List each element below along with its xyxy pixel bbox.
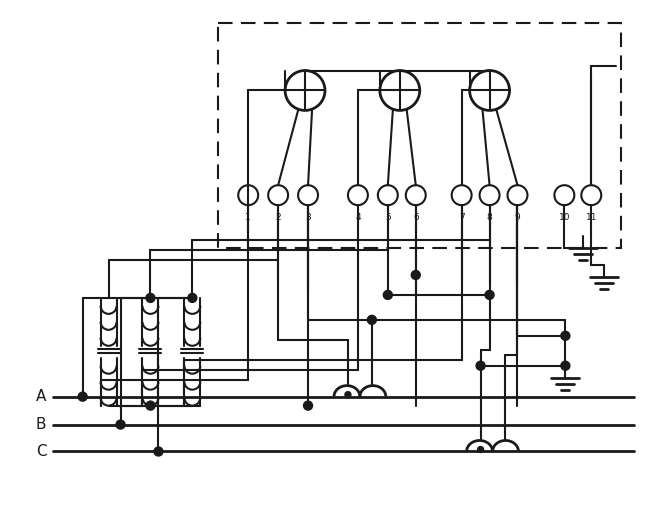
Circle shape	[476, 361, 485, 370]
Circle shape	[561, 361, 570, 370]
Text: 5: 5	[385, 213, 391, 222]
Circle shape	[384, 290, 392, 299]
Circle shape	[345, 391, 351, 398]
Text: A: A	[36, 389, 46, 404]
Circle shape	[367, 315, 376, 324]
Circle shape	[154, 447, 163, 456]
Circle shape	[188, 293, 197, 302]
Circle shape	[146, 293, 155, 302]
Circle shape	[485, 290, 494, 299]
Text: 4: 4	[355, 213, 361, 222]
Text: 3: 3	[305, 213, 311, 222]
Text: 10: 10	[559, 213, 570, 222]
Text: B: B	[36, 417, 46, 432]
Circle shape	[561, 331, 570, 340]
Text: 6: 6	[413, 213, 419, 222]
Text: 7: 7	[459, 213, 465, 222]
Circle shape	[146, 401, 155, 410]
Circle shape	[78, 392, 87, 401]
Circle shape	[304, 401, 313, 410]
Text: 8: 8	[487, 213, 493, 222]
Circle shape	[411, 270, 421, 279]
Circle shape	[478, 446, 484, 453]
Circle shape	[116, 420, 125, 429]
Text: 2: 2	[275, 213, 281, 222]
Text: 9: 9	[515, 213, 520, 222]
Text: 1: 1	[245, 213, 251, 222]
Text: C: C	[36, 444, 46, 459]
Text: 11: 11	[585, 213, 597, 222]
